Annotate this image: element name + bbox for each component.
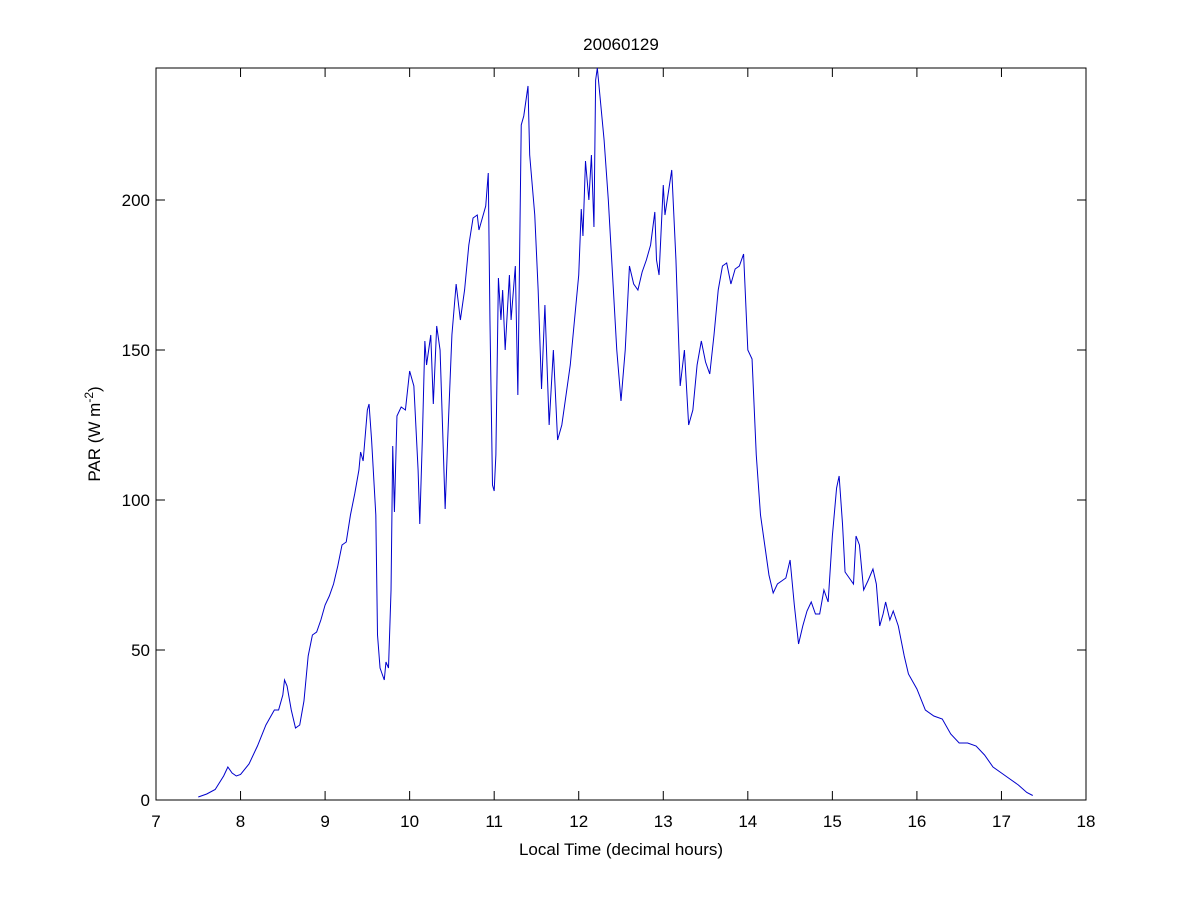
x-tick-label: 7 — [151, 812, 160, 831]
x-tick-label: 8 — [236, 812, 245, 831]
chart-title: 20060129 — [583, 35, 659, 54]
y-tick-label: 0 — [141, 791, 150, 810]
y-tick-label: 50 — [131, 641, 150, 660]
x-tick-label: 12 — [569, 812, 588, 831]
plot-area — [155, 67, 1087, 801]
x-tick-label: 9 — [320, 812, 329, 831]
x-tick-label: 13 — [654, 812, 673, 831]
x-tick-label: 14 — [738, 812, 757, 831]
y-label-suffix: ) — [85, 386, 104, 392]
x-tick-label: 16 — [907, 812, 926, 831]
y-label-text: PAR (W m — [85, 403, 104, 482]
x-tick-label: 11 — [485, 812, 503, 831]
x-axis-label: Local Time (decimal hours) — [519, 840, 723, 859]
y-axis-label: PAR (W m-2) — [82, 386, 104, 481]
y-tick-label: 100 — [122, 491, 150, 510]
y-tick-label: 200 — [122, 191, 150, 210]
x-tick-label: 17 — [992, 812, 1011, 831]
x-tick-label: 15 — [823, 812, 842, 831]
data-line — [198, 67, 1033, 798]
y-tick-label: 150 — [122, 341, 150, 360]
y-label-superscript: -2 — [82, 392, 96, 403]
x-tick-label: 18 — [1077, 812, 1096, 831]
x-tick-label: 10 — [400, 812, 419, 831]
